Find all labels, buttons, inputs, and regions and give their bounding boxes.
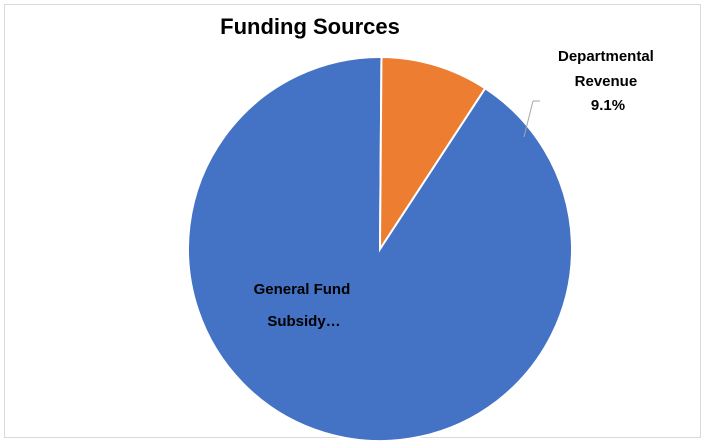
slice-label-departmental-revenue: Departmental Revenue 9.1% bbox=[558, 48, 658, 114]
pie-slice-departmental-revenue bbox=[378, 55, 487, 253]
slice-label-general-fund: General Fund Subsidy… bbox=[254, 281, 355, 330]
leader-line bbox=[523, 100, 534, 138]
chart-title: Funding Sources bbox=[220, 14, 400, 39]
